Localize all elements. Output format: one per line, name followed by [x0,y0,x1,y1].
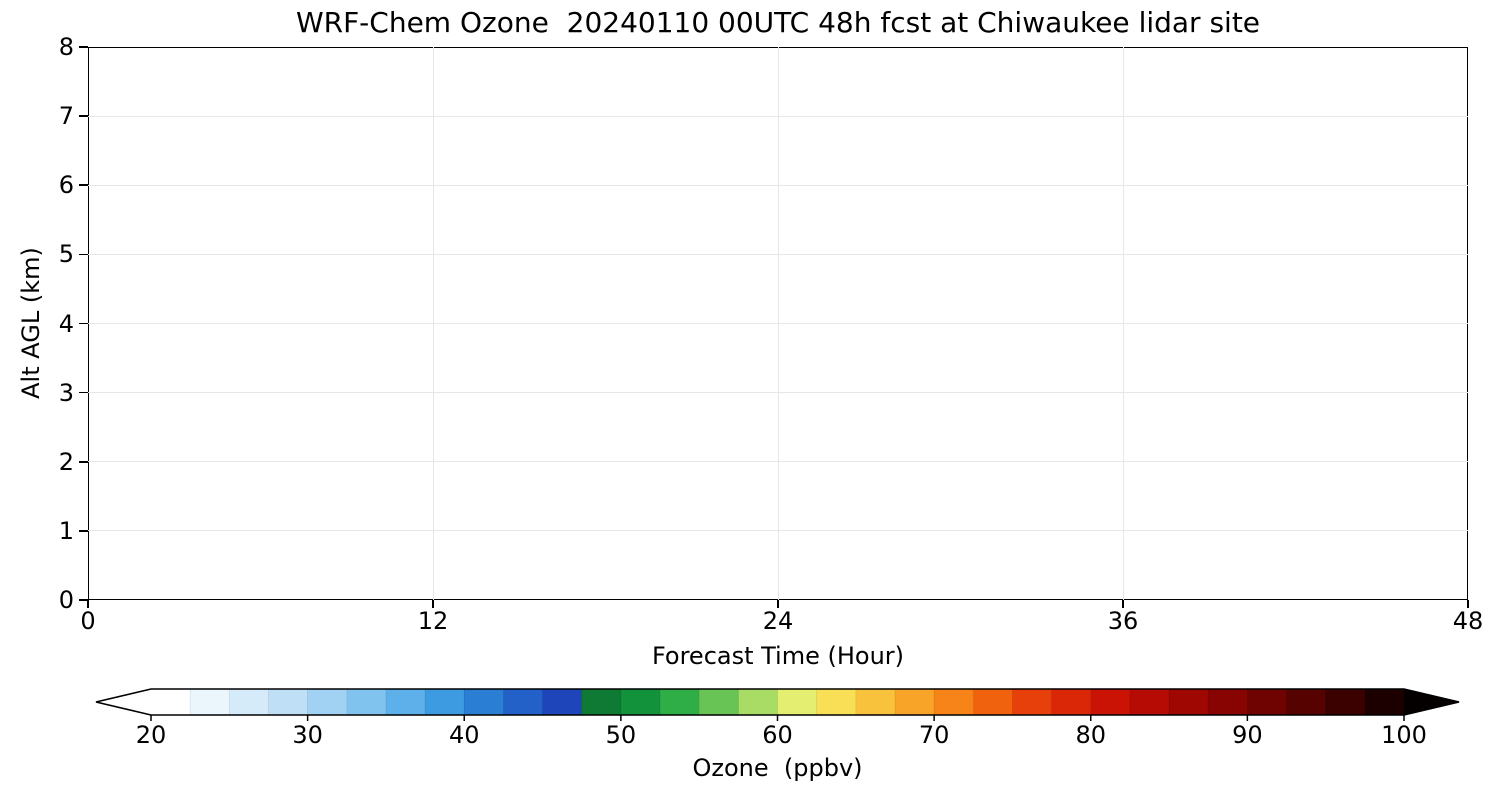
y-tick-label: 0 [58,586,74,614]
colorbar-tick-label: 70 [918,721,950,749]
colorbar-tick-label: 40 [448,721,480,749]
y-tick-mark [79,391,88,394]
y-tick-label: 6 [58,171,74,200]
y-tick-mark [79,599,88,601]
colorbar-gradient-bar [151,689,1404,715]
y-tick-mark [79,115,88,117]
y-tick-mark [79,322,88,325]
y-tick-label: 8 [58,33,74,61]
x-axis-label: Forecast Time (Hour) [651,642,905,670]
colorbar-svg [95,688,1460,721]
x-tick-label: 24 [762,607,794,635]
colorbar-extend-left [96,689,151,715]
x-tick-mark [432,600,434,608]
colorbar-tick-label: 100 [1381,721,1427,749]
y-tick-mark [79,253,88,256]
y-tick-label: 2 [58,447,74,476]
colorbar-tick-label: 50 [605,721,637,749]
y-tick-mark [79,46,88,48]
y-tick-mark [79,184,88,187]
y-tick-label: 5 [58,240,74,269]
x-gridline [1122,47,1124,600]
x-tick-mark [777,600,779,608]
colorbar-extend-right [1404,689,1459,715]
colorbar-tick-label: 60 [762,721,793,749]
x-gridline [777,47,779,600]
x-tick-mark [1467,600,1469,608]
x-tick-mark [1122,600,1124,608]
colorbar-tick-label: 20 [135,721,167,749]
colorbar-tick-label: 90 [1232,721,1263,749]
colorbar-tick-label: 30 [292,721,323,749]
y-tick-mark [79,460,88,463]
colorbar-tick-label: 80 [1075,721,1107,749]
y-tick-label: 7 [58,102,74,131]
x-tick-mark [87,600,89,608]
y-tick-label: 3 [58,378,74,407]
colorbar-label: Ozone (ppbv) [692,754,863,782]
x-tick-label: 48 [1452,607,1484,635]
y-tick-mark [79,530,88,532]
x-tick-label: 36 [1107,607,1139,635]
y-tick-label: 1 [58,516,74,545]
x-tick-label: 0 [80,607,96,635]
y-tick-label: 4 [58,309,74,338]
chart-title: WRF-Chem Ozone 20240110 00UTC 48h fcst a… [295,6,1261,39]
x-tick-label: 12 [417,607,449,635]
x-gridline [432,47,434,600]
